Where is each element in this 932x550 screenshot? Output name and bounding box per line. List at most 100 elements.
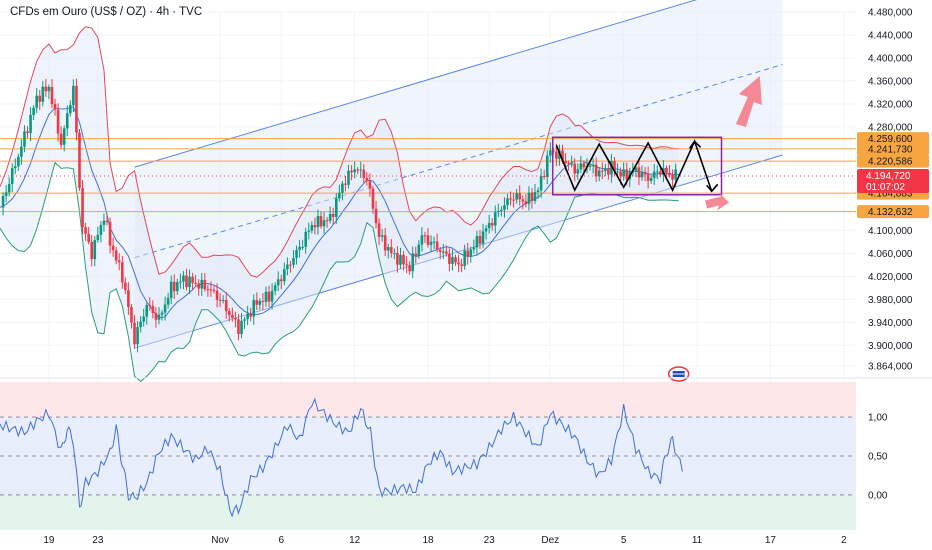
chart-title: CFDs em Ouro (US$ / OZ) · 4h · TVC bbox=[10, 6, 203, 18]
candle-body bbox=[530, 192, 534, 201]
candle-body bbox=[548, 150, 552, 156]
candle-body bbox=[249, 313, 252, 317]
candle-body bbox=[383, 235, 387, 251]
candle-body bbox=[652, 171, 656, 178]
candle-body bbox=[445, 251, 448, 254]
candle-body bbox=[338, 192, 341, 199]
y-tick-label: 4.400,000 bbox=[868, 53, 913, 64]
candle-body bbox=[451, 257, 454, 264]
candle-body bbox=[286, 264, 289, 270]
candle-body bbox=[607, 168, 610, 175]
candle-body bbox=[200, 279, 204, 289]
candle-body bbox=[102, 220, 106, 225]
candle-body bbox=[292, 258, 295, 265]
candle-body bbox=[475, 236, 479, 248]
candle-body bbox=[579, 163, 583, 170]
channel-upper-line bbox=[134, 0, 698, 168]
candle-body bbox=[218, 299, 222, 301]
candle-body bbox=[7, 183, 11, 193]
candle-body bbox=[276, 279, 280, 286]
candle-body bbox=[448, 253, 451, 264]
candle-body bbox=[17, 156, 20, 167]
y-tick-label: 4.440,000 bbox=[868, 30, 913, 41]
level-pill bbox=[857, 132, 929, 146]
candle-body bbox=[371, 188, 375, 209]
candle-body bbox=[75, 85, 78, 133]
candle-body bbox=[53, 104, 57, 110]
osc-overbought-zone bbox=[0, 382, 856, 418]
candle-body bbox=[527, 192, 531, 204]
candle-body bbox=[148, 305, 152, 307]
candle-body bbox=[307, 230, 311, 232]
candle-body bbox=[65, 113, 69, 129]
candle-body bbox=[258, 300, 262, 305]
bollinger-upper-line bbox=[0, 26, 679, 278]
osc-y-tick-label: 0,50 bbox=[868, 452, 888, 463]
candle-body bbox=[414, 253, 418, 256]
candle-body bbox=[533, 191, 537, 201]
candle-body bbox=[472, 247, 476, 250]
candle-body bbox=[313, 225, 317, 228]
candle-body bbox=[139, 321, 142, 328]
candle-body bbox=[671, 174, 674, 180]
candle-body bbox=[625, 169, 629, 180]
y-tick-label: 3.864,000 bbox=[868, 362, 913, 373]
candle-body bbox=[215, 290, 219, 300]
candle-body bbox=[50, 86, 54, 105]
candle-body bbox=[478, 236, 482, 244]
candle-body bbox=[142, 316, 145, 322]
candle-body bbox=[350, 170, 353, 173]
candle-body bbox=[613, 160, 616, 172]
candle-body bbox=[120, 262, 124, 283]
bollinger-fill bbox=[0, 26, 679, 382]
candle-body bbox=[166, 297, 170, 305]
candle-body bbox=[521, 199, 525, 202]
candle-body bbox=[377, 223, 381, 237]
candle-body bbox=[463, 250, 466, 266]
x-tick-label: Dez bbox=[541, 535, 559, 546]
candle-body bbox=[163, 304, 167, 313]
candle-body bbox=[597, 170, 601, 177]
y-tick-label: 4.360,000 bbox=[868, 76, 913, 87]
candle-body bbox=[304, 231, 308, 247]
y-tick-label: 4.320,000 bbox=[868, 99, 913, 110]
candle-body bbox=[29, 114, 32, 134]
candle-body bbox=[84, 227, 87, 234]
candle-body bbox=[267, 291, 271, 302]
candle-body bbox=[408, 265, 411, 272]
candle-body bbox=[649, 177, 653, 181]
candle-body bbox=[334, 198, 338, 217]
x-tick-label: 6 bbox=[278, 535, 284, 546]
candle-body bbox=[545, 155, 549, 177]
x-tick-label: 19 bbox=[43, 535, 55, 546]
candle-body bbox=[518, 193, 522, 200]
candle-body bbox=[659, 171, 662, 175]
level-pill-label: 4.220,586 bbox=[868, 157, 913, 168]
candle-body bbox=[206, 289, 210, 291]
candle-body bbox=[56, 109, 60, 134]
candle-body bbox=[591, 164, 595, 166]
candle-body bbox=[386, 247, 390, 251]
candle-body bbox=[316, 216, 320, 228]
zigzag-arrowhead-up bbox=[688, 140, 702, 149]
channel-mid-line bbox=[134, 64, 783, 259]
y-tick-label: 4.480,000 bbox=[868, 8, 913, 19]
candle-body bbox=[423, 235, 427, 237]
candle-body bbox=[341, 183, 344, 193]
osc-oversold-zone bbox=[0, 494, 856, 530]
candle-body bbox=[62, 128, 66, 145]
candle-body bbox=[111, 245, 115, 251]
candle-body bbox=[668, 172, 671, 175]
candle-body bbox=[289, 264, 292, 266]
candle-body bbox=[283, 269, 286, 282]
candle-body bbox=[237, 319, 240, 335]
candle-body bbox=[96, 234, 100, 241]
candle-body bbox=[353, 169, 356, 173]
candle-body bbox=[108, 222, 112, 246]
x-tick-label: 2 bbox=[841, 535, 847, 546]
candle-body bbox=[93, 240, 97, 260]
candle-body bbox=[4, 192, 8, 197]
candle-body bbox=[130, 306, 133, 323]
candle-body bbox=[47, 86, 51, 92]
